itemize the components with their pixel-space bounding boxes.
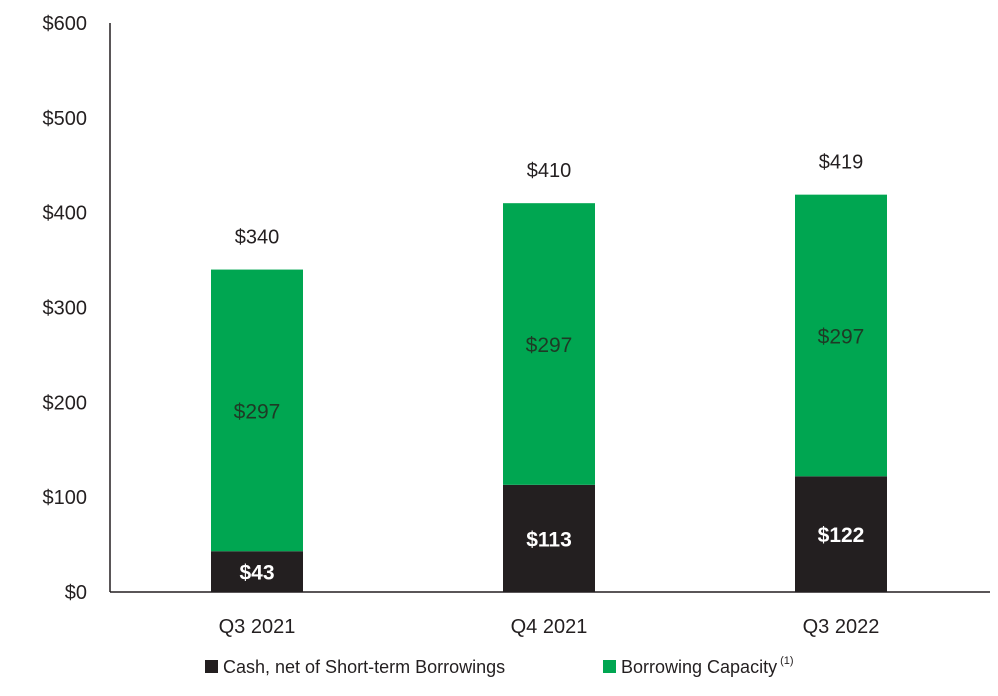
cash-bar-segment — [211, 551, 303, 592]
cash-value-label: $43 — [239, 562, 274, 585]
bar-total-label: $410 — [527, 160, 572, 182]
bars: $43 $297 $340 $113 $297 $410 $122 $297 $419 — [211, 152, 887, 592]
borrowing-capacity-value-label: $297 — [526, 334, 573, 357]
y-tick-label: $600 — [43, 13, 88, 35]
borrowing-capacity-value-label: $297 — [234, 400, 281, 423]
x-category-label: Q3 2022 — [803, 616, 880, 638]
legend-label: Cash, net of Short-term Borrowings — [223, 657, 505, 677]
y-tick-label: $400 — [43, 203, 88, 225]
borrowing-capacity-bar-segment — [503, 203, 595, 485]
cash-bar-segment — [503, 484, 595, 592]
x-category-label: Q3 2021 — [219, 616, 296, 638]
x-axis: Q3 2021 Q4 2021 Q3 2022 — [110, 591, 990, 638]
borrowing-capacity-bar-segment — [795, 194, 887, 477]
cash-value-label: $122 — [818, 524, 865, 547]
cash-value-label: $113 — [526, 528, 572, 551]
legend-swatch — [205, 660, 218, 673]
bar-total-label: $419 — [819, 152, 864, 174]
y-tick-label: $300 — [43, 298, 88, 320]
x-category-label: Q4 2021 — [511, 616, 588, 638]
legend-swatch — [603, 660, 616, 673]
borrowing-capacity-value-label: $297 — [818, 325, 865, 348]
legend-footnote-marker: (1) — [780, 655, 793, 667]
bar-total-label: $340 — [235, 227, 280, 249]
y-tick-label: $500 — [43, 108, 88, 130]
cash-bar-segment — [795, 476, 887, 592]
y-tick-label: $100 — [43, 487, 88, 509]
y-axis: $0 $100 $200 $300 $400 $500 $600 — [43, 13, 111, 604]
legend: Cash, net of Short-term Borrowings Borrow… — [205, 655, 794, 677]
borrowing-capacity-bar-segment — [211, 269, 303, 552]
legend-label: Borrowing Capacity — [621, 657, 777, 677]
y-tick-label: $0 — [65, 582, 87, 604]
y-tick-label: $200 — [43, 392, 88, 414]
